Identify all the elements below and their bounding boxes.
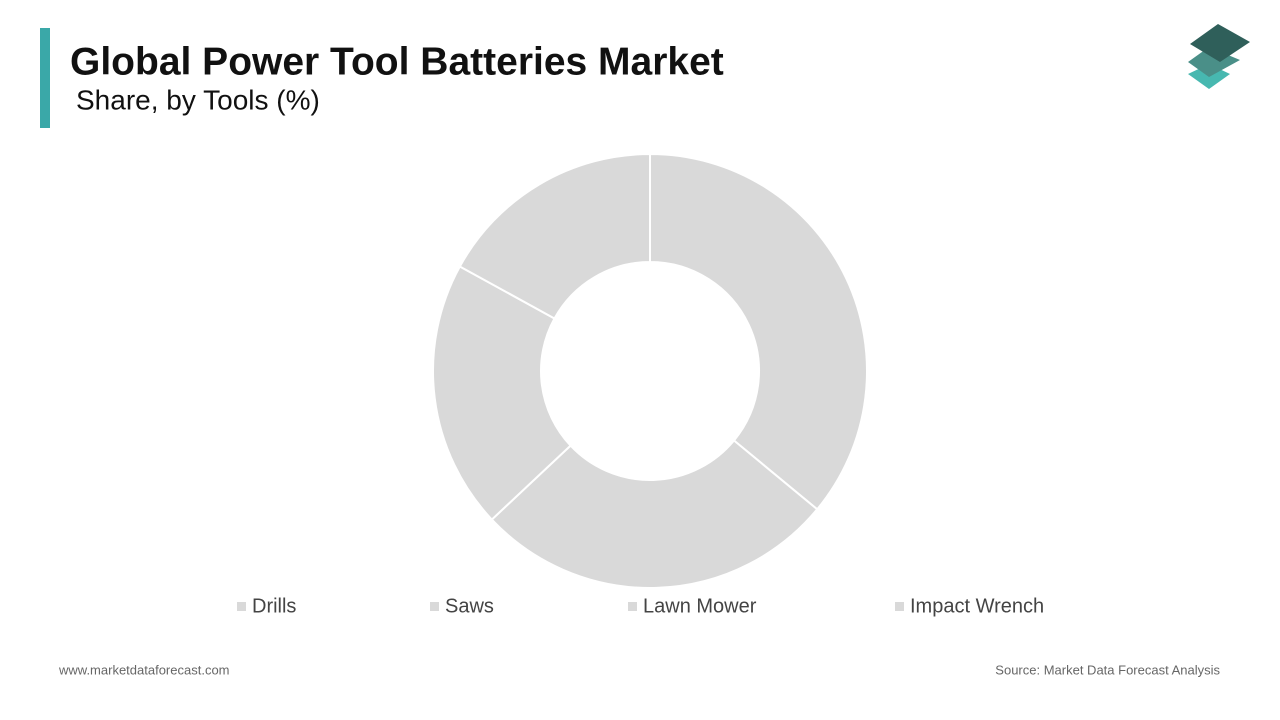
legend-label: Drills	[252, 595, 296, 617]
donut-slice	[490, 439, 819, 589]
donut-slice	[649, 152, 868, 511]
chart-title: Global Power Tool Batteries Market	[70, 40, 724, 83]
title-accent	[40, 28, 50, 128]
logo	[1188, 24, 1250, 89]
legend-marker	[895, 602, 904, 611]
chart-subtitle: Share, by Tools (%)	[76, 84, 320, 115]
legend-marker	[430, 602, 439, 611]
footer-source: Source: Market Data Forecast Analysis	[995, 662, 1220, 677]
donut-slice	[458, 152, 651, 320]
legend-marker	[628, 602, 637, 611]
legend-marker	[237, 602, 246, 611]
donut-slice	[432, 265, 572, 521]
footer-website: www.marketdataforecast.com	[58, 662, 230, 677]
legend-label: Lawn Mower	[643, 595, 757, 617]
legend-label: Impact Wrench	[910, 595, 1044, 617]
legend-label: Saws	[445, 595, 494, 617]
